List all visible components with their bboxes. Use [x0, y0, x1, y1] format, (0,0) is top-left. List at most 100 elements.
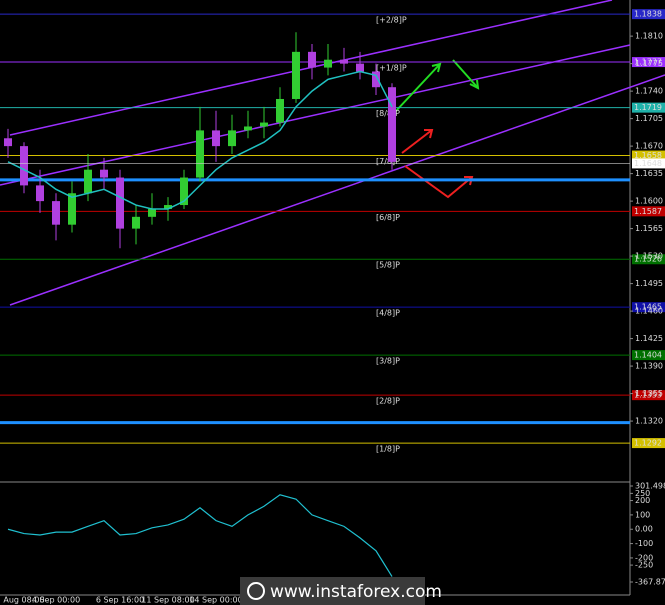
candle-body	[340, 59, 348, 64]
arrow-head	[469, 79, 480, 90]
y-tick-label: 1.1320	[635, 417, 663, 426]
x-tick-label: 14 Sep 00:00	[189, 596, 242, 605]
y-tick-label: 200	[635, 496, 650, 505]
candle-body	[212, 130, 220, 147]
level-label-box	[632, 9, 665, 20]
candle-body	[100, 169, 108, 178]
candle-body	[372, 71, 380, 88]
candle-body	[20, 146, 28, 186]
candle-body	[356, 63, 364, 72]
level-label-box	[632, 150, 665, 161]
y-tick-label: 1.1600	[635, 197, 663, 206]
level-tag: [4/8]P	[376, 309, 400, 318]
candle-body	[68, 193, 76, 225]
x-tick-label: 6 Sep 16:00	[96, 596, 144, 605]
level-tag: [+2/8]P	[376, 16, 407, 25]
watermark-icon	[247, 582, 265, 600]
arrow-up	[394, 63, 441, 113]
candle-body	[36, 185, 44, 202]
level-label-box	[632, 102, 665, 113]
level-label-box	[632, 302, 665, 313]
y-tick-label: 1.1740	[635, 87, 663, 96]
watermark-text: www.instaforex.com	[270, 582, 442, 602]
level-tag: [1/8]P	[376, 445, 400, 454]
y-tick-label: 1.1425	[635, 334, 663, 343]
level-label-box	[632, 254, 665, 265]
y-tick-label: 250	[635, 489, 650, 498]
level-label-box	[632, 390, 665, 401]
candle-body	[292, 51, 300, 99]
arrow-up	[401, 129, 433, 154]
arrow-down	[452, 59, 479, 89]
level-tag: [5/8]P	[376, 261, 400, 270]
arrows	[394, 59, 480, 199]
channel-lower	[9, 74, 665, 306]
candle-body	[196, 130, 204, 178]
watermark-box	[240, 577, 425, 605]
channel-middle	[0, 44, 631, 186]
y-tick-label: 1.1810	[635, 32, 663, 41]
y-tick-label: 301.498	[635, 482, 665, 491]
y-tick-label: -100	[635, 539, 653, 548]
x-tick-label: Aug 08:00	[3, 596, 44, 605]
oscillator-line	[7, 494, 393, 577]
level-label: 1.1465	[634, 303, 662, 312]
level-tag: [2/8]P	[376, 397, 400, 406]
y-tick-label: 1.1390	[635, 362, 663, 371]
candle-body	[52, 201, 60, 225]
x-tick-label: 4 Sep 00:00	[32, 596, 80, 605]
y-tick-label: 1.1705	[635, 114, 663, 123]
arrow-head	[464, 176, 474, 186]
level-label-box	[632, 206, 665, 217]
level-tag: [+1/8]P	[376, 64, 407, 73]
level-label: 1.1719	[634, 103, 662, 112]
y-tick-label: 1.1530	[635, 252, 663, 261]
candle-body	[228, 130, 236, 147]
x-tick-label: 11 Sep 08:00	[141, 596, 194, 605]
arrow-zigzag	[404, 165, 473, 199]
last-price-box	[632, 158, 665, 169]
level-label-box	[632, 350, 665, 361]
candle-body	[164, 205, 172, 209]
level-tag: [6/8]P	[376, 213, 400, 222]
y-tick-label: -367.870	[635, 578, 665, 587]
y-tick-label: 1.1775	[635, 59, 663, 68]
candle-body	[276, 98, 284, 123]
candle-body	[132, 216, 140, 229]
level-label: 1.1838	[634, 10, 662, 19]
y-tick-label: 1.1355	[635, 389, 663, 398]
level-label-box	[632, 438, 665, 449]
moving-average	[7, 70, 393, 210]
y-tick-label: -200	[635, 553, 653, 562]
arrow-head	[424, 129, 434, 139]
candle-body	[84, 169, 92, 194]
arrow-head	[431, 62, 442, 73]
level-label: 1.1587	[634, 207, 662, 216]
candle-body	[260, 122, 268, 127]
y-tick-label: 1.1460	[635, 307, 663, 316]
level-tag: [3/8]P	[376, 357, 400, 366]
candle-body	[388, 87, 396, 162]
candle-body	[324, 59, 332, 68]
y-tick-label: 1.1635	[635, 169, 663, 178]
watermark: www.instaforex.com	[240, 577, 442, 605]
level-label: 1.1658	[634, 151, 662, 160]
level-label: 1.1526	[634, 255, 662, 264]
level-label: 1.1353	[634, 391, 662, 400]
candle-body	[308, 51, 316, 68]
candle-body	[244, 126, 252, 131]
candle-body	[4, 138, 12, 147]
y-tick-label: 0.00	[635, 525, 653, 534]
level-label: 1.1777	[634, 58, 662, 67]
level-label: 1.1292	[634, 439, 662, 448]
y-tick-label: -250	[635, 561, 653, 570]
level-label-box	[632, 57, 665, 68]
level-label: 1.1404	[634, 351, 662, 360]
candle-body	[148, 208, 156, 217]
y-tick-label: 1.1670	[635, 142, 663, 151]
candle-body	[180, 177, 188, 206]
last-price-label: 1.1648	[634, 159, 662, 168]
y-tick-label: 100	[635, 510, 650, 519]
